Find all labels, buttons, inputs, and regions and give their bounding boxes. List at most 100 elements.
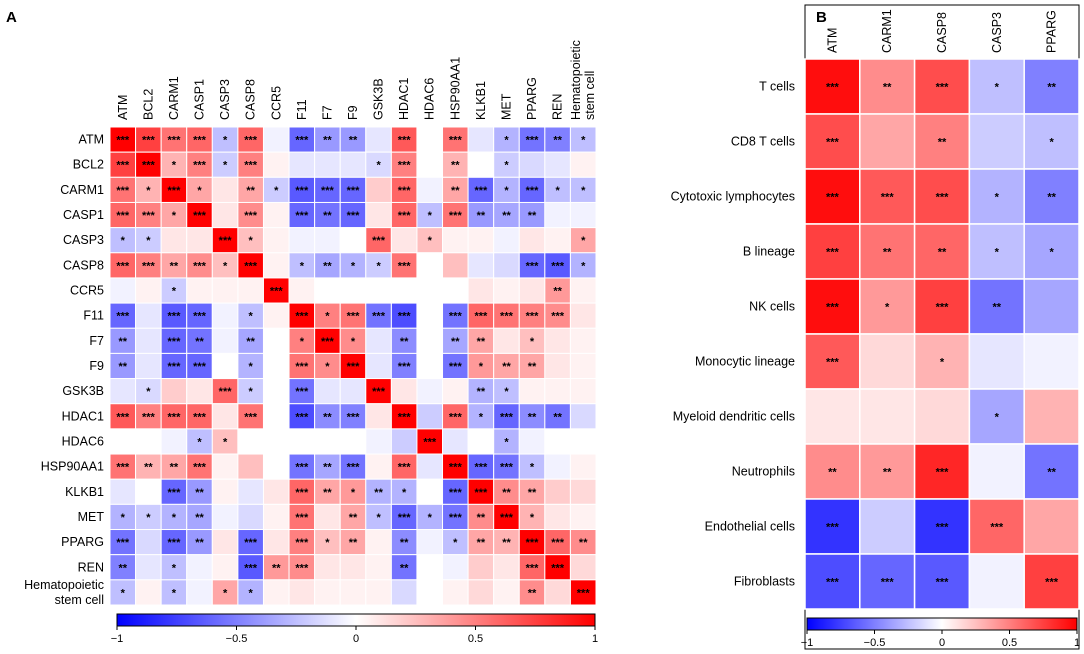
heatmap-cell [544,428,571,455]
row-label: F9 [89,359,104,373]
heatmap-cell [493,579,520,606]
heatmap-cell [365,327,392,354]
heatmap-a-cells: *** *** *** *** * *** *** ** ** *** *** * *** ** **** *… [109,126,597,606]
significance-stars: *** [826,137,840,149]
significance-stars: *** [219,235,233,247]
significance-stars: *** [142,210,156,222]
significance-stars: * [504,160,509,172]
significance-stars: *** [295,411,309,423]
column-label: KLKB1 [474,81,488,120]
heatmap-cell [288,554,316,581]
significance-stars: *** [936,302,950,314]
heatmap-cell [262,453,290,480]
heatmap-cell [569,478,597,505]
heatmap-cell [467,478,495,505]
colorbar-tick-label: −0.5 [864,637,886,649]
heatmap-cell [518,151,546,178]
significance-stars: * [504,185,509,197]
colorbar-tick-label: 1 [1074,637,1080,649]
row-label: Fibroblasts [734,575,795,589]
significance-stars: *** [526,311,540,323]
heatmap-cell [211,302,239,329]
significance-stars: * [249,311,254,323]
heatmap-cell [544,503,571,531]
significance-stars: *** [449,210,463,222]
heatmap-cell [390,252,418,279]
significance-stars: ** [993,302,1002,314]
heatmap-cell [390,151,418,178]
significance-stars: ** [477,210,486,222]
significance-stars: *** [168,537,182,549]
heatmap-cell [135,327,162,354]
significance-stars: *** [116,537,130,549]
heatmap-cell [968,443,1025,500]
significance-stars: *** [500,462,514,474]
heatmap-cell [390,554,418,581]
heatmap-cell [518,378,546,405]
significance-stars: *** [398,512,412,524]
heatmap-cell [569,428,597,455]
row-label: HSP90AA1 [41,460,104,474]
column-label: ATM [825,28,839,53]
significance-stars: * [121,512,126,524]
colorbar-tick-label: −0.5 [226,633,248,645]
colorbar-tick-label: 0 [353,633,359,645]
heatmap-cell [237,453,264,480]
significance-stars: *** [295,487,309,499]
heatmap-cell [442,327,469,354]
heatmap-cell [211,453,239,480]
heatmap-cell [442,554,469,581]
significance-stars: *** [116,411,130,423]
significance-stars: * [172,512,177,524]
heatmap-cell [467,277,495,304]
heatmap-cell [365,201,392,229]
column-label: MET [499,93,513,120]
heatmap-cell [968,333,1025,390]
significance-stars: *** [295,210,309,222]
heatmap-cell [544,201,571,229]
heatmap-cell [859,443,916,500]
heatmap-cell [262,151,290,178]
heatmap-cell [416,378,444,405]
heatmap-cell [288,252,316,279]
heatmap-cell [237,201,264,229]
significance-stars: * [172,210,177,222]
column-label: CASP3 [990,12,1004,53]
significance-stars: *** [398,260,412,272]
heatmap-cell [1023,553,1080,610]
significance-stars: ** [323,411,332,423]
heatmap-cell [135,554,162,581]
significance-stars: *** [116,462,130,474]
heatmap-cell [493,554,520,581]
significance-stars: *** [826,302,840,314]
column-label: stem cell [583,71,597,120]
colorbar-a: −1 −0.5 0 0.5 1 [111,613,598,645]
significance-stars: *** [142,160,156,172]
heatmap-cell [186,453,213,480]
significance-stars: ** [323,462,332,474]
heatmap-cell [518,327,546,354]
row-label: Myeloid dendritic cells [673,410,795,424]
significance-stars: ** [528,487,537,499]
significance-stars: *** [551,260,565,272]
significance-stars: *** [398,462,412,474]
significance-stars: * [581,235,586,247]
heatmap-cell [365,403,392,430]
heatmap-cell [569,529,597,556]
significance-stars: * [995,82,1000,94]
heatmap-cell [416,352,444,380]
significance-stars: *** [193,411,207,423]
significance-stars: * [249,587,254,599]
heatmap-cell [365,529,392,556]
column-label: F9 [346,105,360,120]
significance-stars: ** [349,537,358,549]
heatmap-cell [913,168,971,225]
significance-stars: *** [321,336,335,348]
heatmap-cell [262,428,290,455]
significance-stars: *** [449,512,463,524]
heatmap-cell [467,252,495,279]
heatmap-cell [544,554,571,581]
heatmap-cell [416,126,444,153]
heatmap-cell [544,352,571,380]
